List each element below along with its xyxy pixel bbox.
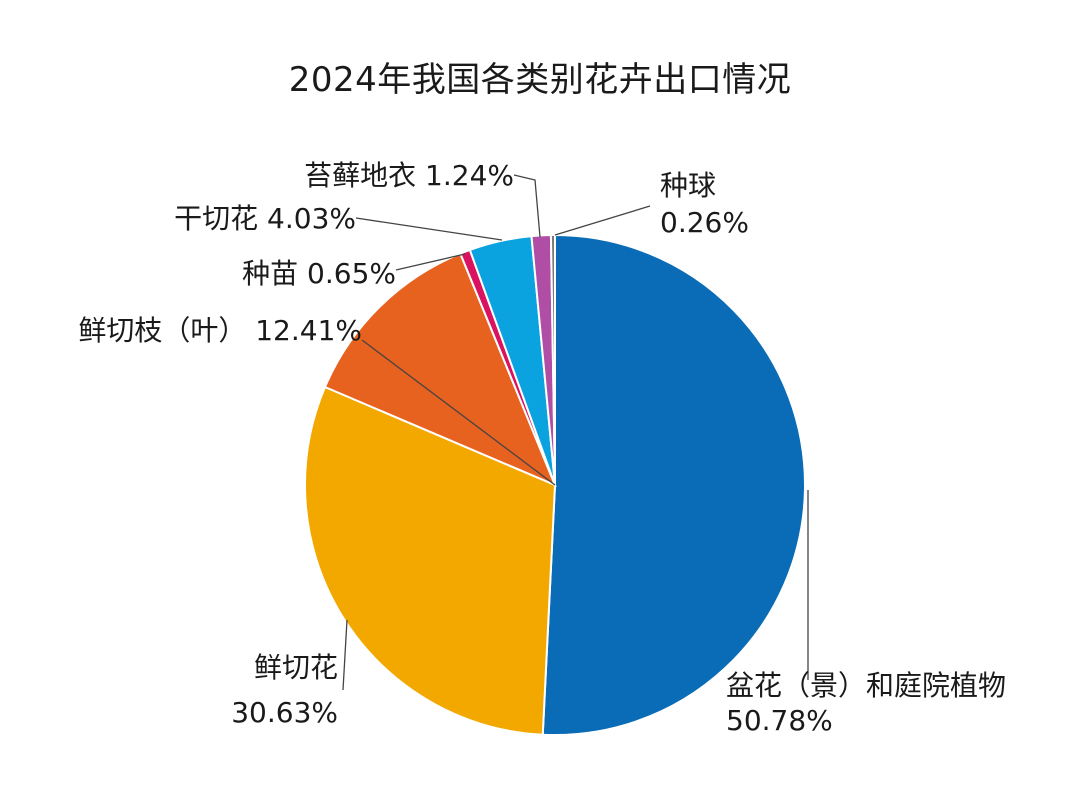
pie-slice-6 <box>549 233 556 486</box>
slice-value-label: 0.26% <box>660 206 749 239</box>
pie-slice-2 <box>323 252 557 487</box>
chart-title: 2024年我国各类别花卉出口情况 <box>288 60 792 100</box>
slice-data-label: 鲜切枝（叶） 12.41% <box>78 314 362 347</box>
slice-value-label: 30.63% <box>231 696 338 729</box>
slice-value-label: 50.78% <box>726 704 833 737</box>
leader-line-5 <box>513 174 541 238</box>
slice-data-label: 干切花 4.03% <box>174 202 356 235</box>
leader-line-1 <box>342 619 348 691</box>
slice-name-label: 盆花（景）和庭院植物 <box>726 669 1006 702</box>
pie-slice-0 <box>541 233 806 736</box>
slice-data-label: 种苗 0.65% <box>242 257 396 290</box>
leader-line-3 <box>395 253 466 271</box>
slice-name-label: 鲜切花 <box>254 651 338 684</box>
pie-slice-1 <box>304 385 557 736</box>
leader-line-2 <box>361 339 556 486</box>
slice-name-label: 种球 <box>660 169 716 202</box>
slice-data-label: 苔藓地衣 1.24% <box>304 159 514 192</box>
leader-line-6 <box>554 205 651 236</box>
leader-line-4 <box>355 217 503 241</box>
